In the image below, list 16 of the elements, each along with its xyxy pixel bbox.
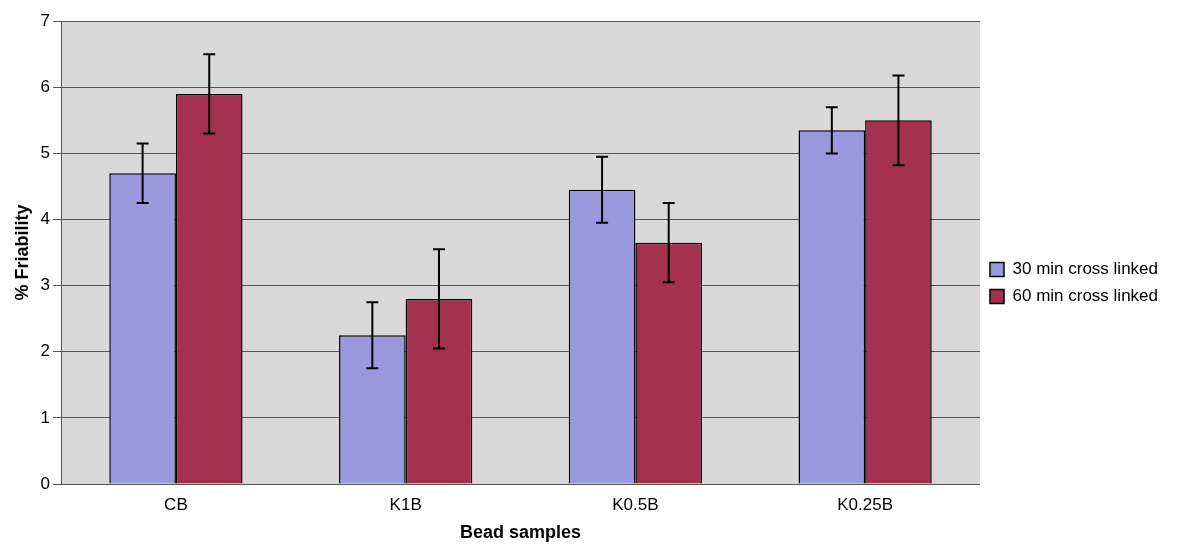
legend-label: 30 min cross linked [1012,259,1159,279]
y-tick-label: 3 [40,275,51,295]
x-tick-label: CB [164,494,188,514]
x-axis-title: Bead samples [459,522,582,543]
y-axis-title: % Friability [11,204,32,301]
y-tick-label: 1 [40,407,51,427]
y-tick-label: 7 [40,10,51,30]
y-tick-label: 2 [40,341,51,361]
y-tick-label: 5 [40,143,51,163]
x-tick-label: K0.5B [612,494,659,514]
y-tick-label: 4 [40,209,51,229]
y-tick-label: 6 [40,77,51,96]
x-tick-label: K1B [389,494,422,514]
y-tick-label: 0 [40,473,51,493]
x-tick-label: K0.25B [837,494,894,514]
legend-label: 60 min cross linked [1012,286,1159,306]
